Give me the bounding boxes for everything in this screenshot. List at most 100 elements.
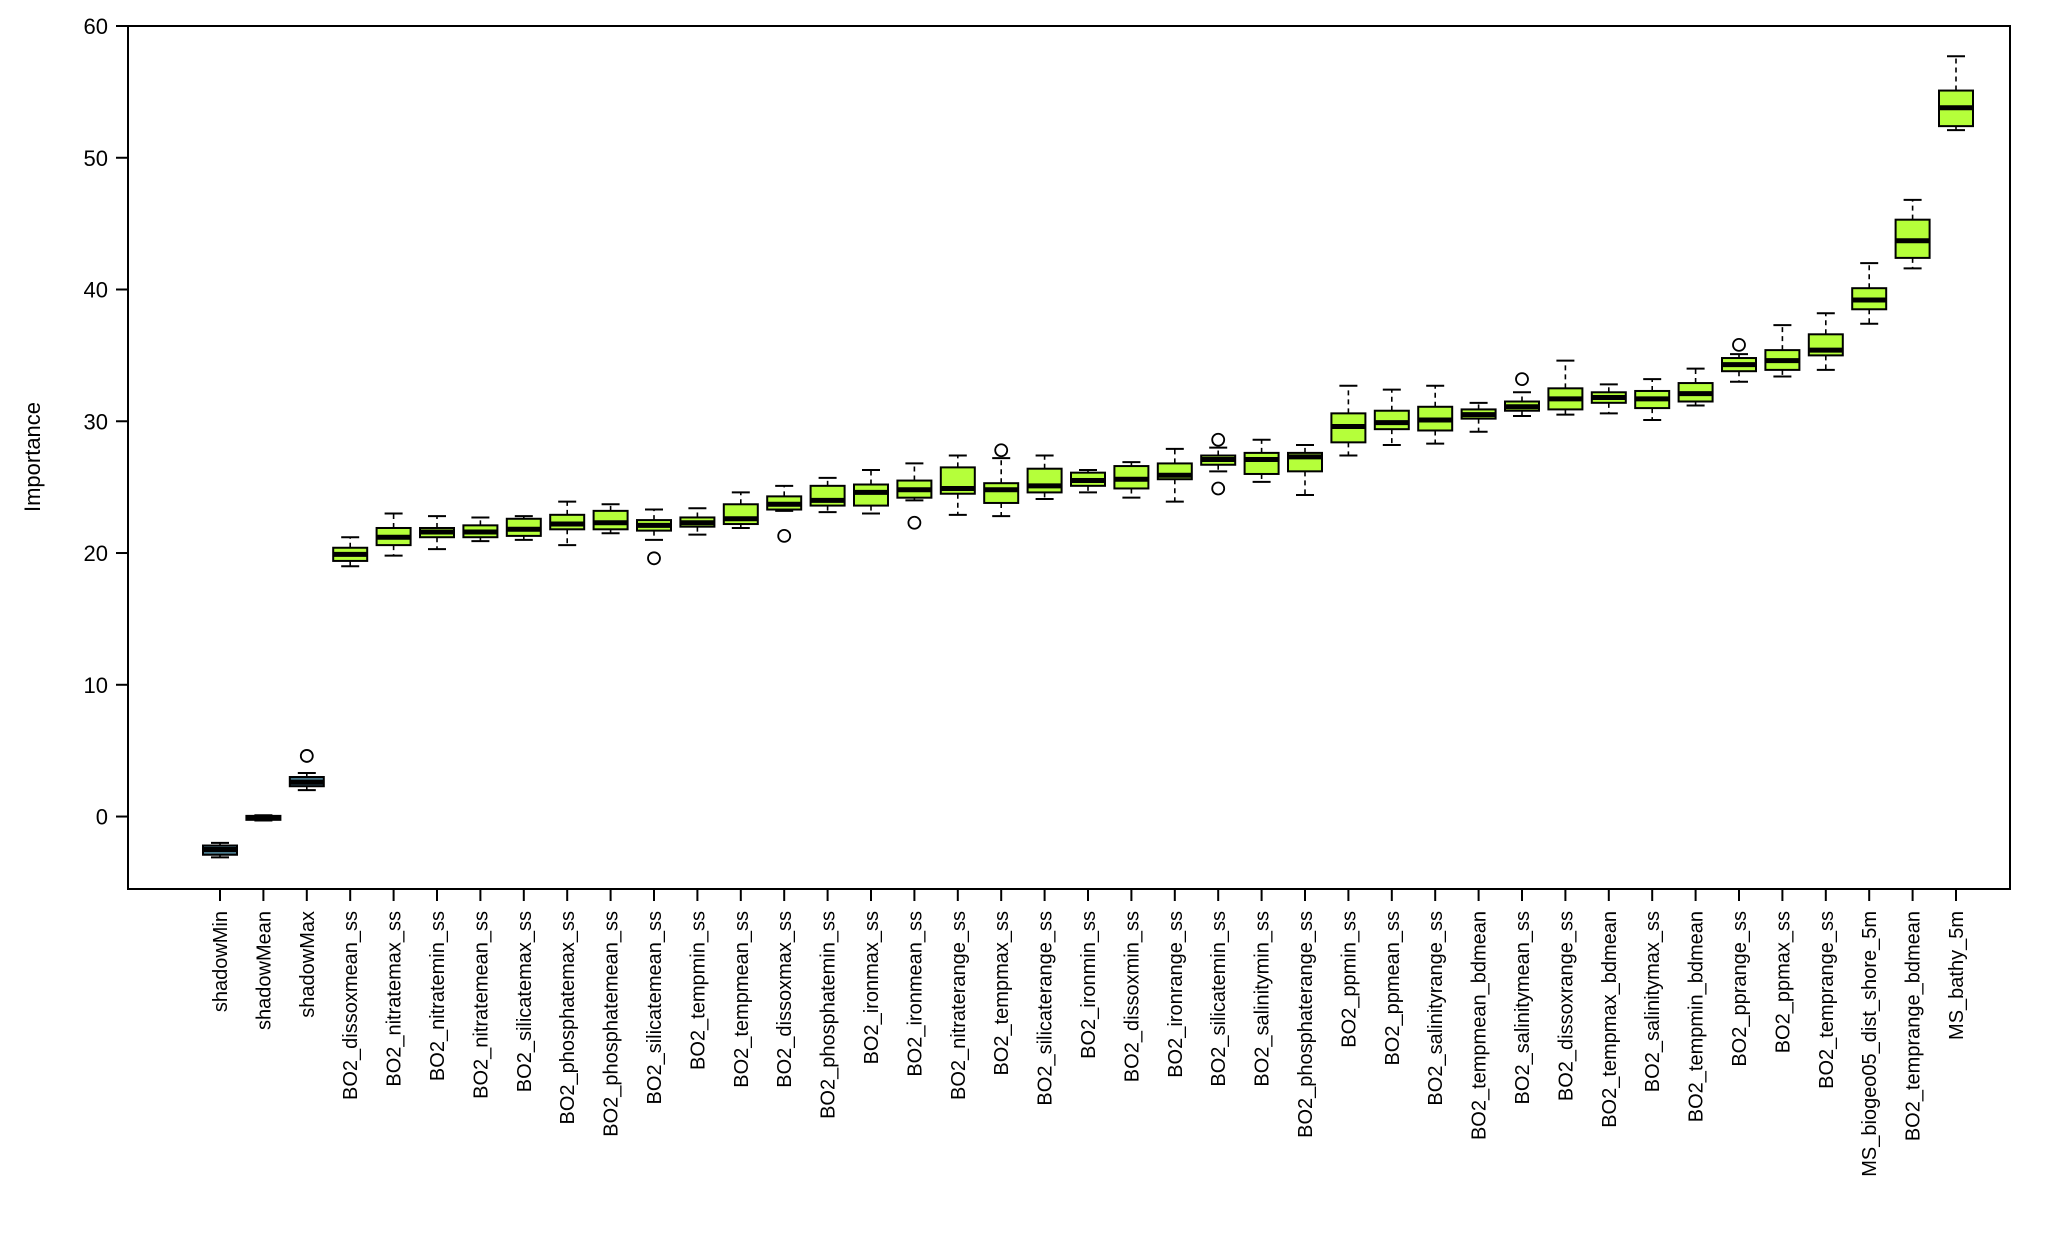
box-BO2_silicatemean_ss (636, 508, 672, 566)
outlier-point (1211, 432, 1226, 447)
x-label-shadowMean: shadowMean (253, 911, 275, 1030)
x-label-BO2_ppmean_ss: BO2_ppmean_ss (1382, 911, 1404, 1066)
x-axis-labels: shadowMin shadowMean shadowMax BO2_dissoxme… (210, 889, 1968, 1177)
x-label-BO2_phosphatemax_ss: BO2_phosphatemax_ss (557, 911, 579, 1124)
iqr-box (592, 509, 629, 531)
y-tick-label-4: 40 (84, 278, 108, 303)
box-BO2_dissoxmean_ss (332, 536, 369, 568)
x-label-BO2_pprange_ss: BO2_pprange_ss (1729, 911, 1751, 1067)
iqr-box (1026, 467, 1063, 494)
outlier-point (1515, 372, 1529, 387)
x-label-BO2_silicatemean_ss: BO2_silicatemean_ss (644, 911, 666, 1104)
x-label-BO2_tempmin_ss: BO2_tempmin_ss (687, 911, 709, 1070)
box-shadowMin (202, 841, 238, 859)
x-label-BO2_tempmax_bdmean: BO2_tempmax_bdmean (1599, 911, 1621, 1128)
iqr-box (1373, 409, 1410, 431)
box-BO2_ppmax_ss (1764, 324, 1801, 378)
outlier-point (647, 551, 661, 566)
box-BO2_nitratemean_ss (462, 516, 499, 543)
box-BO2_nitraterange_ss (939, 454, 976, 516)
x-label-BO2_temprange_bdmean: BO2_temprange_bdmean (1903, 911, 1925, 1141)
x-label-BO2_salinitymin_ss: BO2_salinitymin_ss (1252, 911, 1274, 1087)
x-label-BO2_dissoxmean_ss: BO2_dissoxmean_ss (340, 911, 362, 1100)
x-label-MS_biogeo05_dist_shore_5m: MS_biogeo05_dist_shore_5m (1859, 911, 1881, 1177)
x-label-BO2_silicatemin_ss: BO2_silicatemin_ss (1208, 911, 1230, 1087)
box-BO2_silicatemin_ss (1200, 432, 1237, 496)
box-shadowMax (288, 749, 325, 792)
box-BO2_salinitymean_ss (1504, 372, 1540, 417)
x-label-BO2_ppmin_ss: BO2_ppmin_ss (1338, 911, 1360, 1048)
box-BO2_ironmax_ss (853, 469, 889, 515)
boxes-layer (202, 55, 1974, 859)
iqr-box (983, 482, 1020, 504)
box-BO2_temprange_bdmean (1894, 198, 1931, 270)
box-BO2_ironrange_ss (1156, 447, 1193, 503)
y-tick-label-0: 0 (96, 805, 108, 830)
x-label-BO2_tempmin_bdmean: BO2_tempmin_bdmean (1686, 911, 1708, 1122)
box-BO2_temprange_ss (1807, 312, 1844, 371)
outlier-point (299, 749, 314, 763)
x-label-BO2_temprange_ss: BO2_temprange_ss (1816, 911, 1838, 1089)
box-BO2_ironmean_ss (896, 462, 933, 530)
x-label-BO2_nitratemin_ss: BO2_nitratemin_ss (427, 911, 449, 1081)
box-BO2_dissoxrange_ss (1547, 359, 1584, 416)
x-label-BO2_ppmax_ss: BO2_ppmax_ss (1772, 911, 1794, 1053)
x-label-BO2_nitratemean_ss: BO2_nitratemean_ss (470, 911, 492, 1099)
x-label-BO2_phosphatemin_ss: BO2_phosphatemin_ss (818, 911, 840, 1119)
x-label-BO2_phosphaterange_ss: BO2_phosphaterange_ss (1295, 911, 1317, 1138)
outlier-point (777, 528, 792, 543)
box-MS_biogeo05_dist_shore_5m (1851, 262, 1888, 325)
x-label-BO2_silicaterange_ss: BO2_silicaterange_ss (1035, 911, 1057, 1106)
box-BO2_ppmean_ss (1373, 388, 1410, 446)
x-label-BO2_dissoxmin_ss: BO2_dissoxmin_ss (1121, 911, 1143, 1082)
box-BO2_tempmean_bdmean (1460, 401, 1497, 433)
box-BO2_pprange_ss (1721, 337, 1757, 383)
box-BO2_silicatemax_ss (505, 515, 542, 541)
box-BO2_dissoxmin_ss (1113, 461, 1150, 499)
x-label-BO2_phosphatemean_ss: BO2_phosphatemean_ss (601, 911, 623, 1137)
plot-frame (127, 25, 2011, 890)
box-BO2_salinityrange_ss (1417, 384, 1454, 445)
x-label-BO2_nitraterange_ss: BO2_nitraterange_ss (948, 911, 970, 1100)
box-BO2_tempmax_bdmean (1590, 383, 1627, 415)
x-label-BO2_tempmean_ss: BO2_tempmean_ss (731, 911, 753, 1088)
x-label-BO2_silicatemax_ss: BO2_silicatemax_ss (514, 911, 536, 1092)
box-BO2_ppmin_ss (1330, 384, 1367, 457)
x-label-BO2_ironmean_ss: BO2_ironmean_ss (904, 911, 926, 1077)
box-BO2_phosphatemean_ss (592, 503, 629, 535)
x-label-shadowMin: shadowMin (210, 911, 232, 1012)
x-label-BO2_dissoxrange_ss: BO2_dissoxrange_ss (1555, 911, 1577, 1101)
outlier-point (1211, 481, 1226, 496)
x-label-BO2_ironmax_ss: BO2_ironmax_ss (861, 911, 883, 1064)
y-axis-label: Importance (20, 402, 45, 512)
box-BO2_ironmin_ss (1070, 469, 1106, 494)
iqr-box (853, 483, 889, 507)
x-label-BO2_salinitymean_ss: BO2_salinitymean_ss (1512, 911, 1534, 1104)
box-shadowMean (245, 814, 282, 822)
x-label-BO2_ironmin_ss: BO2_ironmin_ss (1078, 911, 1100, 1059)
x-label-BO2_nitratemax_ss: BO2_nitratemax_ss (384, 911, 406, 1087)
iqr-box (1243, 451, 1280, 475)
outlier-point (994, 443, 1009, 458)
box-BO2_phosphaterange_ss (1287, 443, 1323, 497)
box-BO2_tempmean_ss (722, 491, 759, 529)
box-BO2_nitratemax_ss (375, 512, 412, 557)
x-label-BO2_tempmax_ss: BO2_tempmax_ss (991, 911, 1013, 1076)
y-tick-label-5: 50 (84, 146, 108, 171)
y-tick-label-3: 30 (84, 409, 108, 434)
box-BO2_nitratemin_ss (419, 515, 455, 551)
x-label-shadowMax: shadowMax (297, 911, 319, 1018)
box-BO2_phosphatemin_ss (809, 476, 846, 514)
box-BO2_salinitymin_ss (1243, 438, 1280, 483)
x-label-BO2_salinitymax_ss: BO2_salinitymax_ss (1642, 911, 1664, 1092)
box-BO2_salinitymax_ss (1634, 378, 1671, 421)
box-MS_bathy_5m (1938, 55, 1974, 132)
outlier-point (1732, 337, 1746, 352)
x-label-BO2_ironrange_ss: BO2_ironrange_ss (1165, 911, 1187, 1078)
y-tick-label-2: 20 (84, 541, 108, 566)
x-label-BO2_dissoxmax_ss: BO2_dissoxmax_ss (774, 911, 796, 1088)
y-axis: 0 10 20 30 40 50 60 (84, 14, 128, 830)
box-BO2_dissoxmax_ss (766, 484, 803, 543)
box-BO2_silicaterange_ss (1026, 454, 1063, 501)
